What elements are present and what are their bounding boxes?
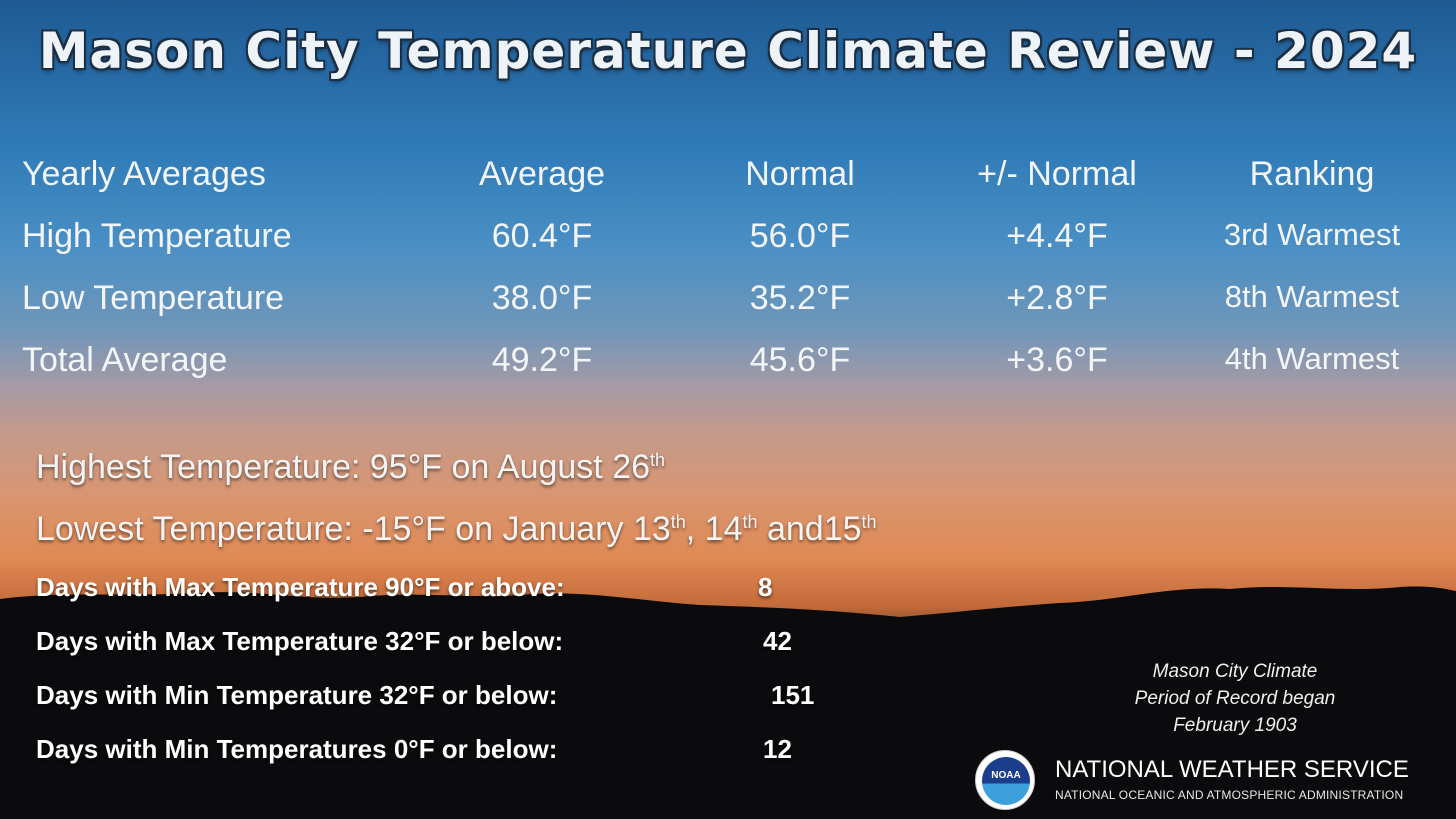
day-count-value: 12 — [763, 734, 792, 764]
day-counts: Days with Max Temperature 90°F or above:… — [36, 572, 814, 788]
average-value: 38.0°F — [491, 279, 593, 317]
lowest-temperature-text-3: and15 — [757, 510, 862, 548]
yearly-averages-table: Yearly Averages Average Normal +/- Norma… — [22, 155, 1432, 403]
table-row: Total Average 49.2°F 45.6°F +3.6°F 4th W… — [22, 341, 1432, 403]
departure-value: +3.6°F — [1006, 341, 1108, 379]
ranking-value: 4th Warmest — [1224, 341, 1400, 376]
ranking-value: 8th Warmest — [1224, 279, 1400, 314]
average-value: 60.4°F — [491, 217, 593, 255]
note-line: February 1903 — [1173, 715, 1297, 736]
temperature-extremes: Highest Temperature: 95°F on August 26th… — [36, 448, 877, 572]
day-count-row: Days with Min Temperatures 0°F or below:… — [36, 734, 792, 788]
header-yearly-averages: Yearly Averages — [22, 155, 266, 193]
nws-subtitle: NATIONAL OCEANIC AND ATMOSPHERIC ADMINIS… — [1055, 788, 1404, 802]
ordinal-suffix: th — [650, 450, 666, 470]
day-count-value: 8 — [758, 572, 773, 602]
ordinal-suffix: th — [742, 512, 758, 532]
row-label: High Temperature — [22, 217, 292, 255]
highest-temperature-text: Highest Temperature: 95°F on August 26 — [36, 448, 651, 486]
period-of-record-note: Mason City Climate Period of Record bega… — [1100, 658, 1370, 739]
row-label: Low Temperature — [22, 279, 285, 317]
nws-name: NATIONAL WEATHER SERVICE — [1055, 756, 1409, 783]
normal-value: 56.0°F — [749, 217, 851, 255]
treeline-silhouette — [0, 586, 1456, 819]
header-average: Average — [478, 155, 606, 193]
noaa-logo-text: NOAA — [991, 770, 1021, 781]
nws-branding: NOAA NATIONAL WEATHER SERVICE NATIONAL O… — [975, 750, 1445, 810]
normal-value: 45.6°F — [749, 341, 851, 379]
day-count-row: Days with Min Temperature 32°F or below:… — [36, 680, 814, 734]
day-count-label: Days with Max Temperature 32°F or below: — [36, 626, 564, 656]
table-row: High Temperature 60.4°F 56.0°F +4.4°F 3r… — [22, 217, 1432, 279]
table-row: Low Temperature 38.0°F 35.2°F +2.8°F 8th… — [22, 279, 1432, 341]
page-title: Mason City Temperature Climate Review - … — [38, 22, 1418, 80]
departure-value: +4.4°F — [1006, 217, 1108, 255]
day-count-value: 42 — [763, 626, 792, 656]
ordinal-suffix: th — [670, 512, 686, 532]
lowest-temperature: Lowest Temperature: -15°F on January 13t… — [36, 510, 877, 572]
day-count-label: Days with Min Temperature 32°F or below: — [36, 680, 558, 710]
day-count-row: Days with Max Temperature 32°F or below:… — [36, 626, 792, 680]
row-label: Total Average — [22, 341, 228, 379]
ordinal-suffix: th — [861, 512, 877, 532]
normal-value: 35.2°F — [749, 279, 851, 317]
note-line: Mason City Climate — [1152, 661, 1318, 682]
note-line: Period of Record began — [1134, 688, 1336, 709]
ranking-value: 3rd Warmest — [1223, 217, 1401, 252]
day-count-label: Days with Min Temperatures 0°F or below: — [36, 734, 558, 764]
day-count-row: Days with Max Temperature 90°F or above:… — [36, 572, 772, 626]
day-count-label: Days with Max Temperature 90°F or above: — [36, 572, 565, 602]
table-header-row: Yearly Averages Average Normal +/- Norma… — [22, 155, 1432, 217]
lowest-temperature-text-2: , 14 — [685, 510, 743, 548]
header-ranking: Ranking — [1249, 155, 1375, 193]
average-value: 49.2°F — [491, 341, 593, 379]
header-departure: +/- Normal — [977, 155, 1137, 193]
lowest-temperature-text: Lowest Temperature: -15°F on January 13 — [36, 510, 671, 548]
highest-temperature: Highest Temperature: 95°F on August 26th — [36, 448, 877, 510]
noaa-logo-icon: NOAA — [975, 750, 1035, 810]
header-normal: Normal — [745, 155, 855, 193]
day-count-value: 151 — [771, 680, 815, 710]
departure-value: +2.8°F — [1006, 279, 1108, 317]
